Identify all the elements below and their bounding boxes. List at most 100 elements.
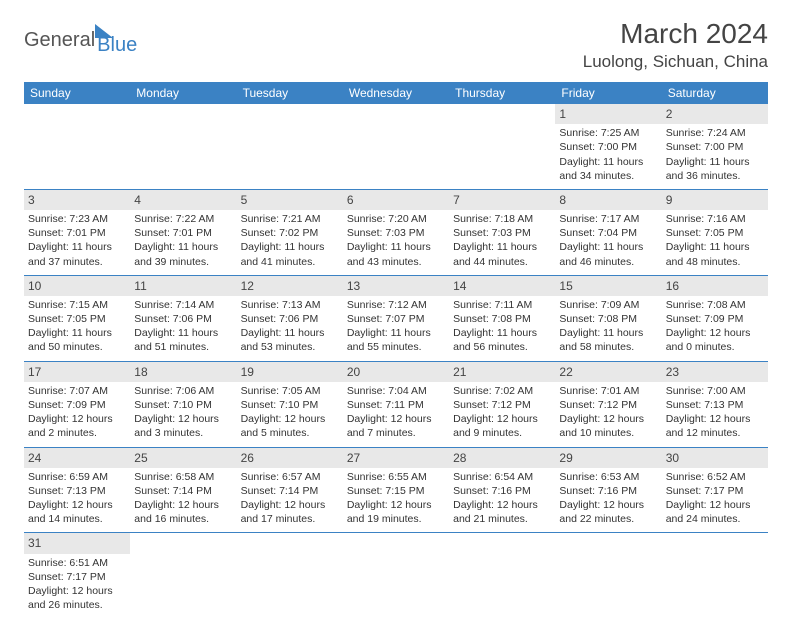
- sunset-text: Sunset: 7:16 PM: [559, 484, 657, 498]
- sunset-text: Sunset: 7:10 PM: [134, 398, 232, 412]
- month-title: March 2024: [583, 18, 768, 50]
- sunrise-text: Sunrise: 7:05 AM: [241, 384, 339, 398]
- calendar-cell: 13Sunrise: 7:12 AMSunset: 7:07 PMDayligh…: [343, 275, 449, 361]
- sunset-text: Sunset: 7:08 PM: [453, 312, 551, 326]
- sunrise-text: Sunrise: 6:51 AM: [28, 556, 126, 570]
- calendar-cell: 19Sunrise: 7:05 AMSunset: 7:10 PMDayligh…: [237, 361, 343, 447]
- sunrise-text: Sunrise: 7:06 AM: [134, 384, 232, 398]
- sunrise-text: Sunrise: 6:54 AM: [453, 470, 551, 484]
- weekday-row: Sunday Monday Tuesday Wednesday Thursday…: [24, 82, 768, 104]
- day-number: 19: [237, 362, 343, 382]
- day-number: 13: [343, 276, 449, 296]
- sunrise-text: Sunrise: 7:02 AM: [453, 384, 551, 398]
- sunset-text: Sunset: 7:12 PM: [453, 398, 551, 412]
- calendar-cell: 20Sunrise: 7:04 AMSunset: 7:11 PMDayligh…: [343, 361, 449, 447]
- calendar-cell: 5Sunrise: 7:21 AMSunset: 7:02 PMDaylight…: [237, 189, 343, 275]
- daylight-text: Daylight: 12 hours and 26 minutes.: [28, 584, 126, 612]
- daylight-text: Daylight: 11 hours and 43 minutes.: [347, 240, 445, 268]
- daylight-text: Daylight: 11 hours and 44 minutes.: [453, 240, 551, 268]
- day-number: 10: [24, 276, 130, 296]
- daylight-text: Daylight: 12 hours and 9 minutes.: [453, 412, 551, 440]
- calendar-cell: 9Sunrise: 7:16 AMSunset: 7:05 PMDaylight…: [662, 189, 768, 275]
- sunrise-text: Sunrise: 7:01 AM: [559, 384, 657, 398]
- sunset-text: Sunset: 7:02 PM: [241, 226, 339, 240]
- sunrise-text: Sunrise: 7:21 AM: [241, 212, 339, 226]
- calendar-cell: 30Sunrise: 6:52 AMSunset: 7:17 PMDayligh…: [662, 447, 768, 533]
- day-number: 22: [555, 362, 661, 382]
- day-number: 4: [130, 190, 236, 210]
- daylight-text: Daylight: 11 hours and 55 minutes.: [347, 326, 445, 354]
- day-number: 14: [449, 276, 555, 296]
- logo: General Blue: [24, 24, 137, 57]
- day-number: 2: [662, 104, 768, 124]
- sunrise-text: Sunrise: 7:18 AM: [453, 212, 551, 226]
- calendar-row: 31Sunrise: 6:51 AMSunset: 7:17 PMDayligh…: [24, 533, 768, 618]
- calendar-row: 1Sunrise: 7:25 AMSunset: 7:00 PMDaylight…: [24, 104, 768, 189]
- calendar-cell: 16Sunrise: 7:08 AMSunset: 7:09 PMDayligh…: [662, 275, 768, 361]
- day-number: 20: [343, 362, 449, 382]
- day-number: 26: [237, 448, 343, 468]
- calendar-cell: 14Sunrise: 7:11 AMSunset: 7:08 PMDayligh…: [449, 275, 555, 361]
- daylight-text: Daylight: 12 hours and 17 minutes.: [241, 498, 339, 526]
- sunset-text: Sunset: 7:12 PM: [559, 398, 657, 412]
- sunrise-text: Sunrise: 6:58 AM: [134, 470, 232, 484]
- sunset-text: Sunset: 7:04 PM: [559, 226, 657, 240]
- calendar-cell: 6 Sunrise: 7:20 AMSunset: 7:03 PMDaylight…: [343, 189, 449, 275]
- calendar-cell: 1Sunrise: 7:25 AMSunset: 7:00 PMDaylight…: [555, 104, 661, 189]
- calendar-cell: [449, 533, 555, 618]
- sunset-text: Sunset: 7:03 PM: [347, 226, 445, 240]
- sunset-text: Sunset: 7:13 PM: [666, 398, 764, 412]
- sunrise-text: Sunrise: 7:08 AM: [666, 298, 764, 312]
- weekday-header: Monday: [130, 82, 236, 104]
- calendar-row: 3Sunrise: 7:23 AMSunset: 7:01 PMDaylight…: [24, 189, 768, 275]
- sunrise-text: Sunrise: 6:57 AM: [241, 470, 339, 484]
- sunset-text: Sunset: 7:09 PM: [666, 312, 764, 326]
- sunset-text: Sunset: 7:10 PM: [241, 398, 339, 412]
- daylight-text: Daylight: 11 hours and 36 minutes.: [666, 155, 764, 183]
- sunset-text: Sunset: 7:08 PM: [559, 312, 657, 326]
- weekday-header: Thursday: [449, 82, 555, 104]
- day-number: 8: [555, 190, 661, 210]
- calendar-cell: 21 Sunrise: 7:02 AMSunset: 7:12 PMDayligh…: [449, 361, 555, 447]
- sunrise-text: Sunrise: 7:09 AM: [559, 298, 657, 312]
- calendar-cell: [343, 104, 449, 189]
- weekday-header: Saturday: [662, 82, 768, 104]
- calendar-cell: 4Sunrise: 7:22 AMSunset: 7:01 PMDaylight…: [130, 189, 236, 275]
- day-number: 12: [237, 276, 343, 296]
- day-number: 6: [343, 190, 449, 210]
- sunset-text: Sunset: 7:16 PM: [453, 484, 551, 498]
- sunset-text: Sunset: 7:17 PM: [28, 570, 126, 584]
- daylight-text: Daylight: 12 hours and 14 minutes.: [28, 498, 126, 526]
- daylight-text: Daylight: 11 hours and 48 minutes.: [666, 240, 764, 268]
- sunrise-text: Sunrise: 7:20 AM: [347, 212, 445, 226]
- day-number: 7: [449, 190, 555, 210]
- daylight-text: Daylight: 12 hours and 21 minutes.: [453, 498, 551, 526]
- daylight-text: Daylight: 11 hours and 46 minutes.: [559, 240, 657, 268]
- sunrise-text: Sunrise: 7:07 AM: [28, 384, 126, 398]
- day-number: 21: [449, 362, 555, 382]
- daylight-text: Daylight: 11 hours and 51 minutes.: [134, 326, 232, 354]
- sunset-text: Sunset: 7:01 PM: [134, 226, 232, 240]
- calendar-cell: 12Sunrise: 7:13 AMSunset: 7:06 PMDayligh…: [237, 275, 343, 361]
- day-number: 1: [555, 104, 661, 124]
- calendar-cell: 29Sunrise: 6:53 AMSunset: 7:16 PMDayligh…: [555, 447, 661, 533]
- weekday-header: Tuesday: [237, 82, 343, 104]
- daylight-text: Daylight: 11 hours and 58 minutes.: [559, 326, 657, 354]
- calendar-cell: [237, 533, 343, 618]
- calendar-cell: [130, 104, 236, 189]
- day-number: 24: [24, 448, 130, 468]
- calendar-cell: [662, 533, 768, 618]
- calendar-cell: 17Sunrise: 7:07 AMSunset: 7:09 PMDayligh…: [24, 361, 130, 447]
- day-number: 16: [662, 276, 768, 296]
- calendar-cell: [555, 533, 661, 618]
- sunset-text: Sunset: 7:17 PM: [666, 484, 764, 498]
- daylight-text: Daylight: 12 hours and 3 minutes.: [134, 412, 232, 440]
- sunset-text: Sunset: 7:14 PM: [241, 484, 339, 498]
- daylight-text: Daylight: 12 hours and 16 minutes.: [134, 498, 232, 526]
- logo-part2: Blue: [97, 34, 137, 57]
- calendar-cell: 26 Sunrise: 6:57 AMSunset: 7:14 PMDayligh…: [237, 447, 343, 533]
- day-number: 27: [343, 448, 449, 468]
- sunrise-text: Sunrise: 7:04 AM: [347, 384, 445, 398]
- sunset-text: Sunset: 7:00 PM: [666, 140, 764, 154]
- daylight-text: Daylight: 12 hours and 7 minutes.: [347, 412, 445, 440]
